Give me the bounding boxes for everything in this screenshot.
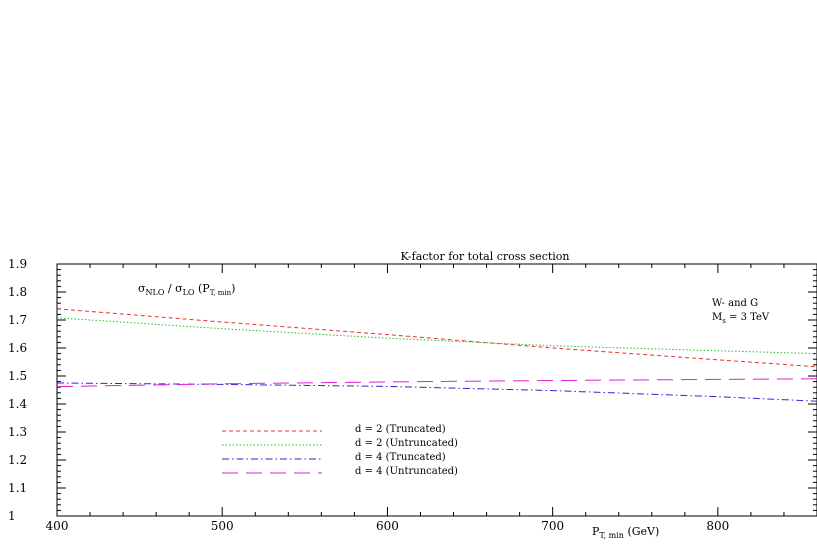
legend-label-2: d = 2 (Untruncated)	[355, 438, 458, 449]
sigma-nlo: σ	[138, 282, 146, 295]
lo-subscript: LO	[183, 288, 195, 297]
y-tick-label: 1.2	[8, 453, 27, 467]
y-tick-label: 1.1	[8, 481, 27, 495]
x-tick-label: 700	[541, 519, 564, 533]
x-label-p: P	[592, 525, 600, 538]
y-axis: 1 1.1 1.2 1.3 1.4 1.5 1.6 1.7 1.8 1.9	[8, 257, 817, 523]
y-tick-label: 1.4	[8, 397, 27, 411]
nlo-subscript: NLO	[146, 288, 165, 297]
y-axis-label: σNLO / σLO (PT, min)	[138, 282, 235, 297]
y-tick-label: 1	[8, 509, 16, 523]
legend: d = 2 (Truncated) d = 2 (Untruncated) d = …	[222, 424, 458, 477]
y-tick-label: 1.5	[8, 369, 27, 383]
annotation-mass-value: = 3 TeV	[726, 312, 770, 323]
y-tick-label: 1.9	[8, 257, 27, 271]
legend-label-3: d = 4 (Truncated)	[355, 452, 446, 463]
x-axis-label: PT, min (GeV)	[592, 525, 659, 540]
plot-frame	[56, 263, 817, 517]
series-lines	[56, 308, 817, 402]
x-tick-label: 600	[376, 519, 399, 533]
x-tick-label: 400	[46, 519, 69, 533]
x-tick-label: 800	[706, 519, 729, 533]
annotation-mass-sub: s	[722, 317, 726, 325]
y-tick-label: 1.7	[8, 313, 27, 327]
ptmin-open: (P	[194, 282, 210, 295]
series-line-3	[56, 382, 817, 402]
x-axis: 400 500 600 700 800	[46, 264, 817, 533]
annotation-process: W- and G	[712, 298, 758, 309]
legend-label-1: d = 2 (Truncated)	[355, 424, 446, 435]
chart-title: K-factor for total cross section	[401, 250, 570, 263]
series-line-2	[56, 317, 817, 355]
x-label-unit: (GeV)	[624, 525, 659, 538]
y-tick-label: 1.8	[8, 285, 27, 299]
y-tick-label: 1.3	[8, 425, 27, 439]
legend-label-4: d = 4 (Untruncated)	[355, 466, 458, 477]
sigma-lo: σ	[175, 282, 183, 295]
series-line-4	[56, 378, 817, 388]
ptmin-subscript: T, min	[210, 289, 232, 297]
y-tick-label: 1.6	[8, 341, 27, 355]
series-line-1	[56, 308, 817, 368]
x-label-sub: T, min	[599, 531, 624, 540]
annotation-mass-m: M	[712, 312, 722, 323]
ptmin-close: )	[231, 282, 235, 295]
ratio-slash: /	[164, 282, 175, 295]
x-tick-label: 500	[211, 519, 234, 533]
annotation-mass: Ms = 3 TeV	[712, 312, 770, 325]
